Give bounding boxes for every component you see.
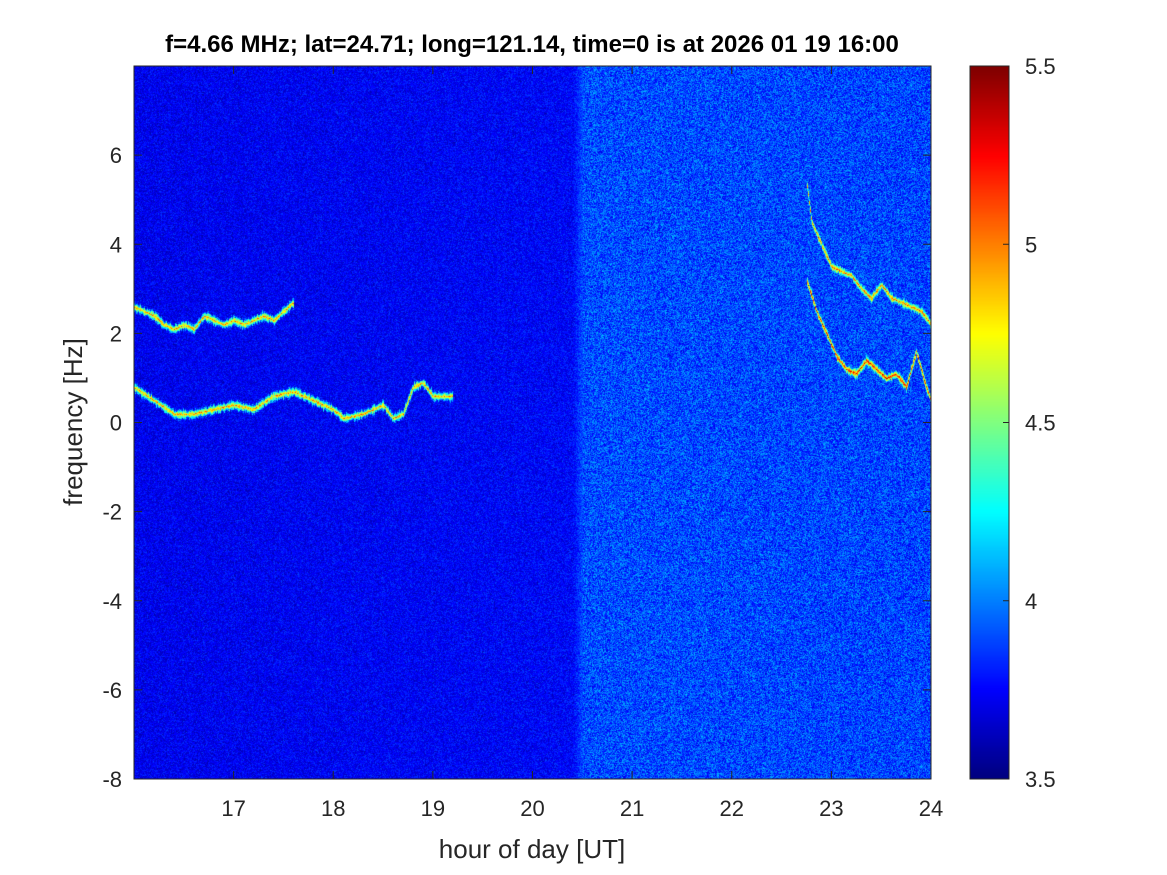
y-tick-label: -4 <box>102 589 122 614</box>
x-axis-label: hour of day [UT] <box>439 834 625 864</box>
plot-area <box>133 65 932 780</box>
colorbar-tick-label: 5 <box>1025 232 1037 257</box>
x-tick-label: 21 <box>620 796 644 821</box>
y-axis: -8 -6 -4 -2 0 2 4 6 <box>102 143 931 792</box>
y-axis-label: frequency [Hz] <box>58 338 88 506</box>
colorbar-tick-label: 3.5 <box>1025 767 1056 792</box>
x-tick-label: 22 <box>720 796 744 821</box>
x-tick-label: 18 <box>321 796 345 821</box>
colorbar-ticks: 3.5 4 4.5 5 5.5 <box>1003 54 1056 792</box>
y-tick-label: 0 <box>110 411 122 436</box>
x-tick-label: 23 <box>819 796 843 821</box>
spectrogram-heatmap <box>134 66 931 779</box>
colorbar-tick-label: 5.5 <box>1025 54 1056 79</box>
x-tick-label: 17 <box>221 796 245 821</box>
colorbar: 3.5 4 4.5 5 5.5 <box>969 54 1056 792</box>
y-tick-label: -6 <box>102 678 122 703</box>
colorbar-tick-label: 4.5 <box>1025 411 1056 436</box>
y-tick-label: 6 <box>110 143 122 168</box>
y-tick-label: 4 <box>110 232 122 257</box>
x-tick-label: 19 <box>421 796 445 821</box>
chart-title: f=4.66 MHz; lat=24.71; long=121.14, time… <box>165 31 899 58</box>
y-tick-label: -8 <box>102 767 122 792</box>
colorbar-tick-label: 4 <box>1025 589 1037 614</box>
x-tick-label: 24 <box>919 796 943 821</box>
x-tick-label: 20 <box>520 796 544 821</box>
colorbar-gradient <box>970 66 1009 779</box>
y-tick-label: 2 <box>110 321 122 346</box>
y-tick-label: -2 <box>102 500 122 525</box>
x-axis: 17 18 19 20 21 22 23 24 <box>221 66 943 821</box>
